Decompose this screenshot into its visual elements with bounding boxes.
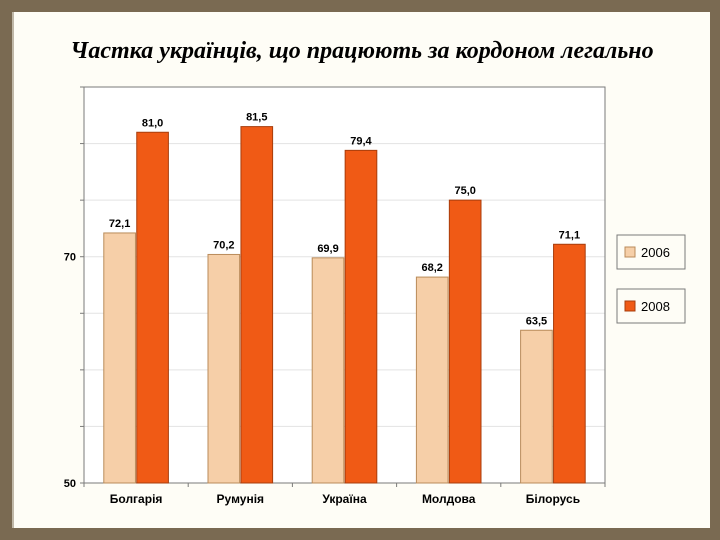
svg-text:68,2: 68,2: [422, 262, 443, 274]
bar-2008-3: [449, 200, 481, 483]
svg-text:Молдова: Молдова: [422, 492, 476, 506]
bar-2006-2: [312, 258, 344, 483]
svg-text:69,9: 69,9: [317, 243, 338, 255]
svg-text:81,5: 81,5: [246, 112, 267, 124]
svg-text:70: 70: [64, 252, 76, 264]
slide-content: Частка українців, що працюють за кордоно…: [12, 12, 710, 528]
svg-text:79,4: 79,4: [350, 135, 372, 147]
slide: Частка українців, що працюють за кордоно…: [0, 0, 720, 540]
svg-text:75,0: 75,0: [454, 185, 475, 197]
bar-2006-4: [521, 330, 553, 483]
bar-2008-2: [345, 150, 377, 483]
bar-chart: 50 70 Болгарія 72,1 81,0 Румунія 70,2 81,5 Украї…: [14, 12, 710, 528]
bar-2008-0: [137, 132, 169, 483]
svg-text:50: 50: [64, 478, 76, 490]
svg-text:Болгарія: Болгарія: [110, 492, 163, 506]
svg-text:2008: 2008: [641, 299, 670, 314]
bar-2006-1: [208, 254, 240, 483]
svg-text:72,1: 72,1: [109, 218, 130, 230]
bar-2006-0: [104, 233, 136, 483]
svg-text:Білорусь: Білорусь: [526, 492, 580, 506]
bar-2008-4: [554, 244, 586, 483]
svg-text:2006: 2006: [641, 245, 670, 260]
bar-2008-1: [241, 127, 273, 483]
svg-text:70,2: 70,2: [213, 239, 234, 251]
svg-text:81,0: 81,0: [142, 117, 163, 129]
svg-text:Румунія: Румунія: [217, 492, 265, 506]
bar-2006-3: [416, 277, 448, 483]
svg-text:63,5: 63,5: [526, 315, 547, 327]
svg-text:Україна: Україна: [322, 492, 367, 506]
svg-text:71,1: 71,1: [559, 229, 580, 241]
